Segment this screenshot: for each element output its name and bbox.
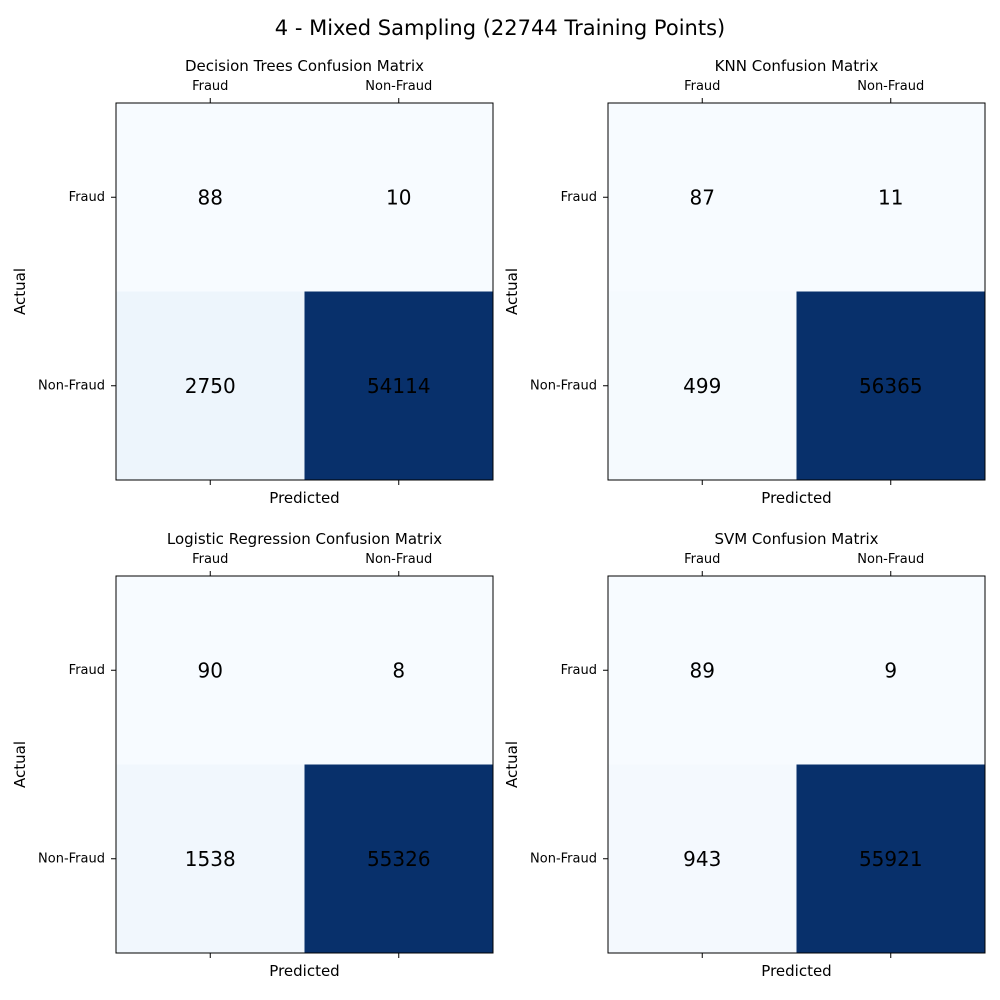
heatmap-cell: [116, 291, 305, 480]
cell-value-label: 943: [683, 847, 721, 871]
x-tick-label: Non-Fraud: [365, 79, 432, 94]
cell-value-label: 88: [198, 185, 223, 209]
y-tick-label: Fraud: [69, 663, 105, 678]
heatmap-cell: [304, 103, 493, 292]
heatmap-cell: [608, 576, 797, 765]
x-axis-label: Predicted: [269, 489, 339, 507]
cell-value-label: 55921: [859, 847, 923, 871]
cell-value-label: 8: [392, 658, 405, 682]
chart-title: KNN Confusion Matrix: [715, 57, 879, 75]
chart-title: SVM Confusion Matrix: [714, 530, 878, 548]
cell-value-label: 11: [878, 185, 903, 209]
heatmap-cell: [304, 576, 493, 765]
heatmap-cell: [608, 291, 797, 480]
confusion-matrix-1: 88 10 2750 54114 Fraud Non-Fraud Fraud Non-Frau…: [11, 57, 494, 507]
axes-frame: [115, 575, 494, 954]
chart-title: Decision Trees Confusion Matrix: [185, 57, 424, 75]
y-axis-label: Actual: [11, 268, 29, 315]
x-axis-label: Predicted: [761, 962, 831, 980]
cell-value-label: 2750: [185, 374, 236, 398]
heatmap-cell: [116, 103, 305, 292]
x-tick-label: Non-Fraud: [365, 552, 432, 567]
heatmap-cell: [796, 291, 985, 480]
y-tick-label: Fraud: [561, 190, 597, 205]
confusion-matrix-2: 87 11 499 56365 Fraud Non-Fraud Fraud Non-Fraud…: [503, 57, 986, 507]
heatmap-cell: [304, 764, 493, 953]
x-tick-label: Fraud: [192, 79, 228, 94]
y-tick-label: Fraud: [561, 663, 597, 678]
x-axis-label: Predicted: [761, 489, 831, 507]
axes-frame: [607, 575, 986, 954]
cell-value-label: 56365: [859, 374, 923, 398]
cell-value-label: 55326: [367, 847, 431, 871]
axes-frame: [115, 102, 494, 481]
figure-title: 4 - Mixed Sampling (22744 Training Point…: [274, 16, 726, 40]
x-tick-label: Non-Fraud: [857, 552, 924, 567]
cell-value-label: 9: [884, 658, 897, 682]
cell-value-label: 1538: [185, 847, 236, 871]
heatmap-cell: [796, 103, 985, 292]
y-tick-label: Non-Fraud: [530, 378, 597, 393]
heatmap-cell: [116, 576, 305, 765]
heatmap-cell: [608, 103, 797, 292]
x-tick-label: Fraud: [192, 552, 228, 567]
y-axis-label: Actual: [503, 268, 521, 315]
y-tick-label: Non-Fraud: [38, 851, 105, 866]
x-tick-label: Non-Fraud: [857, 79, 924, 94]
y-tick-label: Non-Fraud: [38, 378, 105, 393]
heatmap-cell: [116, 764, 305, 953]
confusion-matrix-3: 90 8 1538 55326 Fraud Non-Fraud Fraud Non-Fraud…: [11, 530, 494, 980]
cell-value-label: 10: [386, 185, 411, 209]
heatmap-cell: [796, 764, 985, 953]
heatmap-cell: [304, 291, 493, 480]
x-tick-label: Fraud: [684, 552, 720, 567]
y-tick-label: Non-Fraud: [530, 851, 597, 866]
y-tick-label: Fraud: [69, 190, 105, 205]
cell-value-label: 87: [690, 185, 715, 209]
heatmap-cell: [608, 764, 797, 953]
heatmap-cell: [796, 576, 985, 765]
x-tick-label: Fraud: [684, 79, 720, 94]
confusion-matrix-4: 89 9 943 55921 Fraud Non-Fraud Fraud Non-Fraud S…: [503, 530, 986, 980]
cell-value-label: 90: [198, 658, 223, 682]
chart-title: Logistic Regression Confusion Matrix: [167, 530, 442, 548]
y-axis-label: Actual: [11, 741, 29, 788]
axes-frame: [607, 102, 986, 481]
cell-value-label: 54114: [367, 374, 431, 398]
x-axis-label: Predicted: [269, 962, 339, 980]
cell-value-label: 499: [683, 374, 721, 398]
y-axis-label: Actual: [503, 741, 521, 788]
cell-value-label: 89: [690, 658, 715, 682]
